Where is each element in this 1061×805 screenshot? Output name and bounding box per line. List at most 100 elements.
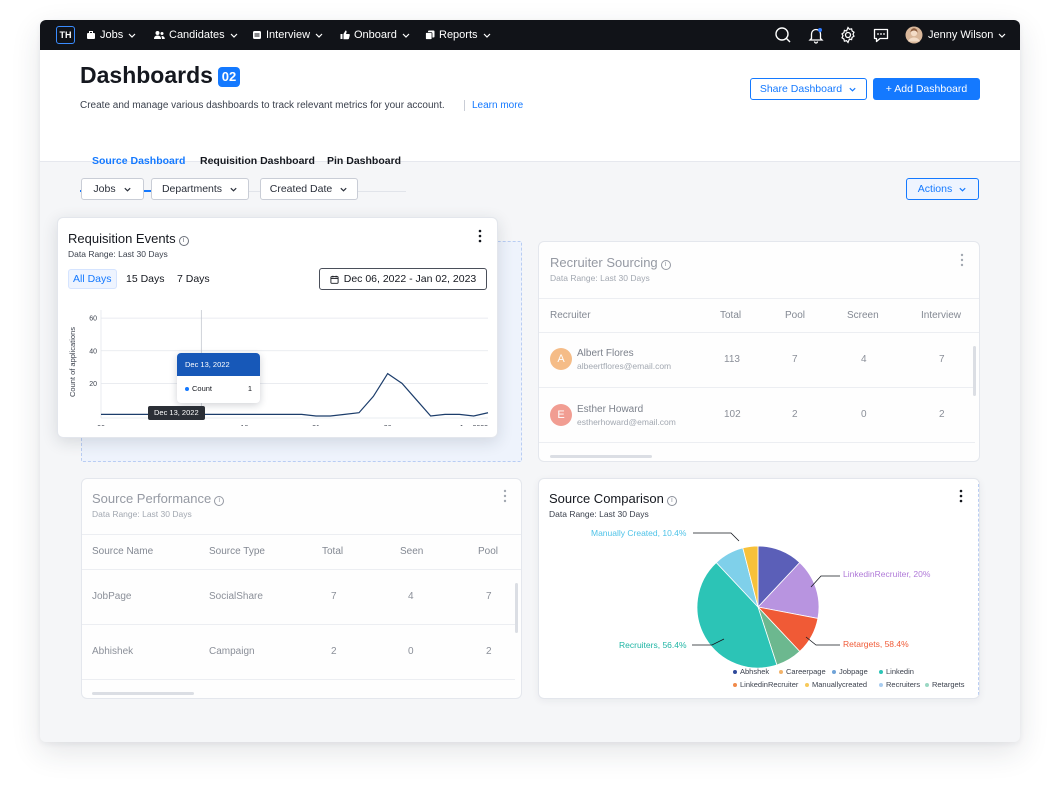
- add-dashboard-button[interactable]: + Add Dashboard: [873, 78, 980, 100]
- legend-item[interactable]: LinkedinRecruiter: [733, 680, 798, 689]
- nav-interview-label: Interview: [266, 29, 311, 41]
- tab-requisition-dashboard[interactable]: Requisition Dashboard: [200, 155, 315, 167]
- info-icon[interactable]: i: [666, 496, 677, 506]
- search-icon[interactable]: [774, 26, 792, 44]
- requisition-events-card[interactable]: Requisition Events i Data Range: Last 30 …: [57, 217, 498, 438]
- column-header-seen[interactable]: Seen: [400, 546, 424, 557]
- x-tick-label: 16: [240, 425, 248, 426]
- more-options-icon[interactable]: [960, 253, 964, 267]
- card-title-text: Recruiter Sourcing: [550, 255, 658, 270]
- top-navigation: TH Jobs Candidates Interview Onboard Rep…: [40, 20, 1020, 50]
- more-options-icon[interactable]: [478, 229, 482, 243]
- column-header-total[interactable]: Total: [720, 310, 742, 321]
- card-subtitle: Data Range: Last 30 Days: [92, 509, 192, 519]
- drop-guide: [978, 479, 979, 698]
- info-icon[interactable]: i: [178, 236, 189, 246]
- legend-dot: [805, 682, 809, 687]
- nav-interview[interactable]: Interview: [252, 20, 324, 50]
- range-all-days[interactable]: All Days: [68, 269, 117, 289]
- chevron-down-icon: [315, 33, 323, 38]
- column-header-screen[interactable]: Screen: [847, 310, 879, 321]
- chevron-down-icon: [230, 33, 238, 38]
- chart-tooltip: Dec 13, 2022 Count 1: [177, 353, 260, 403]
- nav-reports-label: Reports: [439, 29, 478, 41]
- tab-pin-dashboard[interactable]: Pin Dashboard: [327, 155, 402, 167]
- user-menu[interactable]: Jenny Wilson: [928, 20, 1007, 50]
- legend-item[interactable]: Linkedin: [879, 667, 914, 676]
- filter-departments[interactable]: Departments: [151, 178, 249, 200]
- column-header-source-name[interactable]: Source Name: [92, 546, 154, 557]
- recruiter-name[interactable]: Esther Howard: [577, 404, 644, 415]
- recruiter-sourcing-card[interactable]: Recruiter Sourcing i Data Range: Last 30 …: [538, 241, 980, 462]
- legend-item[interactable]: Abhshek: [733, 667, 769, 676]
- filter-jobs[interactable]: Jobs: [81, 178, 144, 200]
- more-options-icon[interactable]: [959, 489, 963, 503]
- chevron-down-icon: [128, 33, 136, 38]
- nav-candidates[interactable]: Candidates: [154, 20, 239, 50]
- column-header-pool[interactable]: Pool: [478, 546, 499, 557]
- more-options-icon[interactable]: [503, 489, 507, 503]
- cell-source-type: Campaign: [209, 646, 255, 657]
- report-icon: [425, 30, 435, 40]
- nav-reports[interactable]: Reports: [425, 20, 492, 50]
- card-title-text: Source Performance: [92, 491, 212, 506]
- date-range-text: Dec 06, 2022 - Jan 02, 2023: [343, 273, 477, 285]
- cell-source-type: SocialShare: [209, 591, 263, 602]
- legend-item[interactable]: Careerpage: [779, 667, 826, 676]
- column-header-interview[interactable]: Interview: [921, 310, 962, 321]
- share-dashboard-button[interactable]: Share Dashboard: [750, 78, 867, 100]
- avatar[interactable]: [905, 26, 923, 44]
- legend-label: Jobpage: [839, 667, 868, 676]
- bell-icon[interactable]: [807, 26, 825, 44]
- column-header-recruiter[interactable]: Recruiter: [550, 310, 591, 321]
- date-range-picker[interactable]: Dec 06, 2022 - Jan 02, 2023: [319, 268, 487, 290]
- nav-jobs[interactable]: Jobs: [86, 20, 137, 50]
- column-header-source-type[interactable]: Source Type: [209, 546, 265, 557]
- horizontal-scrollbar[interactable]: [550, 455, 652, 458]
- legend-label: Retargets: [932, 680, 965, 689]
- vertical-scrollbar[interactable]: [515, 583, 518, 633]
- slice-label-retargets: Retargets, 58.4%: [843, 639, 909, 649]
- dashboard-count-badge: 02: [218, 67, 240, 87]
- leader-line-linkedinrecruiter: [810, 575, 840, 588]
- cell-total: 102: [724, 409, 741, 420]
- pie-slice[interactable]: [696, 561, 778, 669]
- card-title: Source Performance i: [92, 491, 225, 506]
- range-7-days[interactable]: 7 Days: [177, 273, 210, 285]
- legend-item[interactable]: Jobpage: [832, 667, 868, 676]
- pie-chart: [692, 532, 840, 669]
- gear-icon[interactable]: [839, 26, 857, 44]
- pie-slice[interactable]: [757, 561, 820, 619]
- calendar-icon: [330, 275, 339, 284]
- vertical-scrollbar[interactable]: [973, 346, 976, 396]
- app-logo[interactable]: TH: [56, 26, 75, 44]
- card-title: Source Comparison i: [549, 491, 677, 506]
- actions-button[interactable]: Actions: [906, 178, 979, 200]
- horizontal-scrollbar[interactable]: [92, 692, 194, 695]
- info-icon[interactable]: i: [660, 260, 671, 270]
- filter-created-date[interactable]: Created Date: [260, 178, 358, 200]
- range-15-days[interactable]: 15 Days: [126, 273, 165, 285]
- learn-more-link[interactable]: Learn more: [464, 100, 523, 111]
- recruiter-name[interactable]: Albert Flores: [577, 348, 634, 359]
- nav-onboard[interactable]: Onboard: [340, 20, 411, 50]
- x-tick-label: 21: [312, 425, 320, 426]
- chat-icon[interactable]: [872, 26, 890, 44]
- card-title: Requisition Events i: [68, 231, 189, 246]
- column-header-pool[interactable]: Pool: [785, 310, 806, 321]
- source-performance-card[interactable]: Source Performance i Data Range: Last 30 …: [81, 478, 522, 699]
- chevron-down-icon: [483, 33, 490, 38]
- tab-source-dashboard[interactable]: Source Dashboard: [92, 155, 186, 167]
- users-icon: [154, 31, 165, 39]
- page-subtitle: Create and manage various dashboards to …: [80, 100, 445, 111]
- legend-item[interactable]: Retargets: [925, 680, 965, 689]
- column-header-total[interactable]: Total: [322, 546, 344, 557]
- info-icon[interactable]: i: [214, 496, 225, 506]
- leader-line-recruiters: [692, 638, 725, 646]
- legend-item[interactable]: Recruiters: [879, 680, 920, 689]
- legend-item[interactable]: Manuallycreated: [805, 680, 867, 689]
- chevron-down-icon: [849, 87, 856, 92]
- pie-slice[interactable]: [742, 545, 759, 608]
- source-comparison-card[interactable]: Source Comparison i Data Range: Last 30 D…: [538, 478, 980, 699]
- chevron-down-icon: [402, 33, 410, 38]
